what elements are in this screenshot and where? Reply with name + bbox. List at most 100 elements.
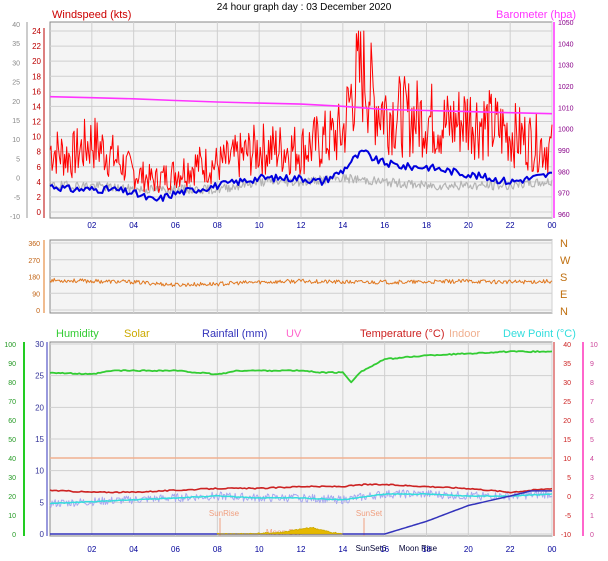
x-tick-label: 18 bbox=[422, 221, 431, 230]
chart-title: 24 hour graph day : 03 December 2020 bbox=[217, 2, 392, 13]
hpa-axis-tick: 1040 bbox=[558, 41, 574, 48]
hpa-axis-tick: 1050 bbox=[558, 20, 574, 27]
uv-axis-tick: 6 bbox=[590, 418, 594, 425]
direction-axis-tick: 90 bbox=[32, 291, 40, 298]
humidity-axis-tick: 100 bbox=[4, 342, 16, 349]
y-axis-label-windspeed: Windspeed (kts) bbox=[52, 9, 131, 21]
outer-axis-tick: 40 bbox=[12, 22, 20, 29]
hpa-axis-tick: 960 bbox=[558, 212, 570, 219]
x-tick-label: 00 bbox=[548, 221, 557, 230]
legend-entry: Solar bbox=[124, 328, 150, 340]
x-tick-label: 02 bbox=[87, 545, 96, 554]
x-tick-label: 12 bbox=[297, 545, 306, 554]
compass-label: N bbox=[560, 238, 568, 250]
annotation-label: SunSet bbox=[356, 509, 383, 518]
humidity-axis-tick: 40 bbox=[8, 456, 16, 463]
legend-entry: UV bbox=[286, 328, 302, 340]
humidity-axis-tick: 60 bbox=[8, 418, 16, 425]
direction-axis-tick: 0 bbox=[36, 308, 40, 315]
x-tick-label: 04 bbox=[129, 221, 138, 230]
uv-axis-tick: 9 bbox=[590, 361, 594, 368]
hpa-axis-tick: 980 bbox=[558, 169, 570, 176]
hpa-axis-tick: 970 bbox=[558, 191, 570, 198]
series-barometer bbox=[49, 95, 553, 115]
humidity-axis-tick: 90 bbox=[8, 361, 16, 368]
humidity-axis-tick: 10 bbox=[8, 513, 16, 520]
hpa-axis-tick: 990 bbox=[558, 148, 570, 155]
kts-axis-tick: 0 bbox=[37, 208, 42, 217]
temperature-axis-tick: 0 bbox=[567, 494, 571, 501]
x-tick-label: 10 bbox=[255, 545, 264, 554]
kts-axis-tick: 16 bbox=[32, 87, 41, 96]
outer-axis-tick: 25 bbox=[12, 80, 20, 87]
x-tick-label: 08 bbox=[213, 221, 222, 230]
x-tick-label: 06 bbox=[171, 545, 180, 554]
kts-axis-tick: 10 bbox=[32, 133, 41, 142]
uv-axis-tick: 2 bbox=[590, 494, 594, 501]
kts-axis-tick: 14 bbox=[32, 102, 41, 111]
kts-axis-tick: 24 bbox=[32, 27, 41, 36]
compass-label: W bbox=[560, 255, 571, 267]
temperature-axis-tick: 5 bbox=[567, 475, 571, 482]
y-axis-label-barometer: Barometer (hpa) bbox=[496, 9, 576, 21]
rain-axis-tick: 20 bbox=[35, 403, 44, 412]
hpa-axis-tick: 1000 bbox=[558, 127, 574, 134]
temperature-axis-tick: 15 bbox=[563, 437, 571, 444]
annotation-label: Moon Rise bbox=[399, 544, 438, 553]
kts-axis-tick: 6 bbox=[37, 163, 42, 172]
series-temperature bbox=[49, 483, 553, 494]
direction-axis-tick: 360 bbox=[28, 241, 40, 248]
uv-axis-tick: 3 bbox=[590, 475, 594, 482]
direction-axis-tick: 180 bbox=[28, 275, 40, 282]
kts-axis-tick: 18 bbox=[32, 72, 41, 81]
x-tick-label: 16 bbox=[380, 221, 389, 230]
outer-axis-tick: 20 bbox=[12, 99, 20, 106]
outer-axis-tick: -5 bbox=[14, 195, 20, 202]
compass-label: E bbox=[560, 289, 567, 301]
rain-axis-tick: 0 bbox=[40, 530, 45, 539]
x-tick-label: 08 bbox=[213, 545, 222, 554]
uv-axis-tick: 10 bbox=[590, 342, 598, 349]
x-tick-label: 06 bbox=[171, 221, 180, 230]
uv-axis-tick: 0 bbox=[590, 532, 594, 539]
outer-axis-tick: 10 bbox=[12, 137, 20, 144]
temperature-axis-tick: 10 bbox=[563, 456, 571, 463]
temperature-axis-tick: -5 bbox=[565, 513, 571, 520]
kts-axis-tick: 2 bbox=[37, 193, 42, 202]
outer-axis-tick: -10 bbox=[10, 214, 20, 221]
series-solar bbox=[216, 526, 343, 535]
hpa-axis-tick: 1010 bbox=[558, 105, 574, 112]
series-average-wind bbox=[49, 149, 553, 202]
legend-entry: Indoor bbox=[449, 328, 481, 340]
kts-axis-tick: 20 bbox=[32, 57, 41, 66]
temperature-axis-tick: 25 bbox=[563, 399, 571, 406]
x-tick-label: 02 bbox=[87, 221, 96, 230]
uv-axis-tick: 5 bbox=[590, 437, 594, 444]
annotation-label: SunSet6 bbox=[356, 544, 387, 553]
rain-axis-tick: 25 bbox=[35, 372, 44, 381]
outer-axis-tick: 5 bbox=[16, 156, 20, 163]
outer-axis-tick: 35 bbox=[12, 41, 20, 48]
hpa-axis-tick: 1030 bbox=[558, 63, 574, 70]
temperature-axis-tick: 20 bbox=[563, 418, 571, 425]
temperature-axis-tick: 35 bbox=[563, 361, 571, 368]
kts-axis-tick: 8 bbox=[37, 148, 42, 157]
x-tick-label: 22 bbox=[506, 221, 515, 230]
humidity-axis-tick: 20 bbox=[8, 494, 16, 501]
series-windspeed bbox=[49, 30, 553, 193]
kts-axis-tick: 22 bbox=[32, 42, 41, 51]
climate-panel: 1009080706050403020100302520151050403530… bbox=[4, 328, 598, 554]
kts-axis-tick: 4 bbox=[37, 178, 42, 187]
x-tick-label: 10 bbox=[255, 221, 264, 230]
series-humidity bbox=[49, 350, 553, 384]
x-tick-label: 00 bbox=[548, 545, 557, 554]
series-wind-direction bbox=[49, 277, 553, 287]
outer-axis-tick: 15 bbox=[12, 118, 20, 125]
temperature-axis-tick: -10 bbox=[561, 532, 571, 539]
x-tick-label: 16 bbox=[380, 545, 389, 554]
x-tick-label: 14 bbox=[338, 545, 347, 554]
direction-axis-tick: 270 bbox=[28, 258, 40, 265]
kts-axis-tick: 12 bbox=[32, 118, 41, 127]
